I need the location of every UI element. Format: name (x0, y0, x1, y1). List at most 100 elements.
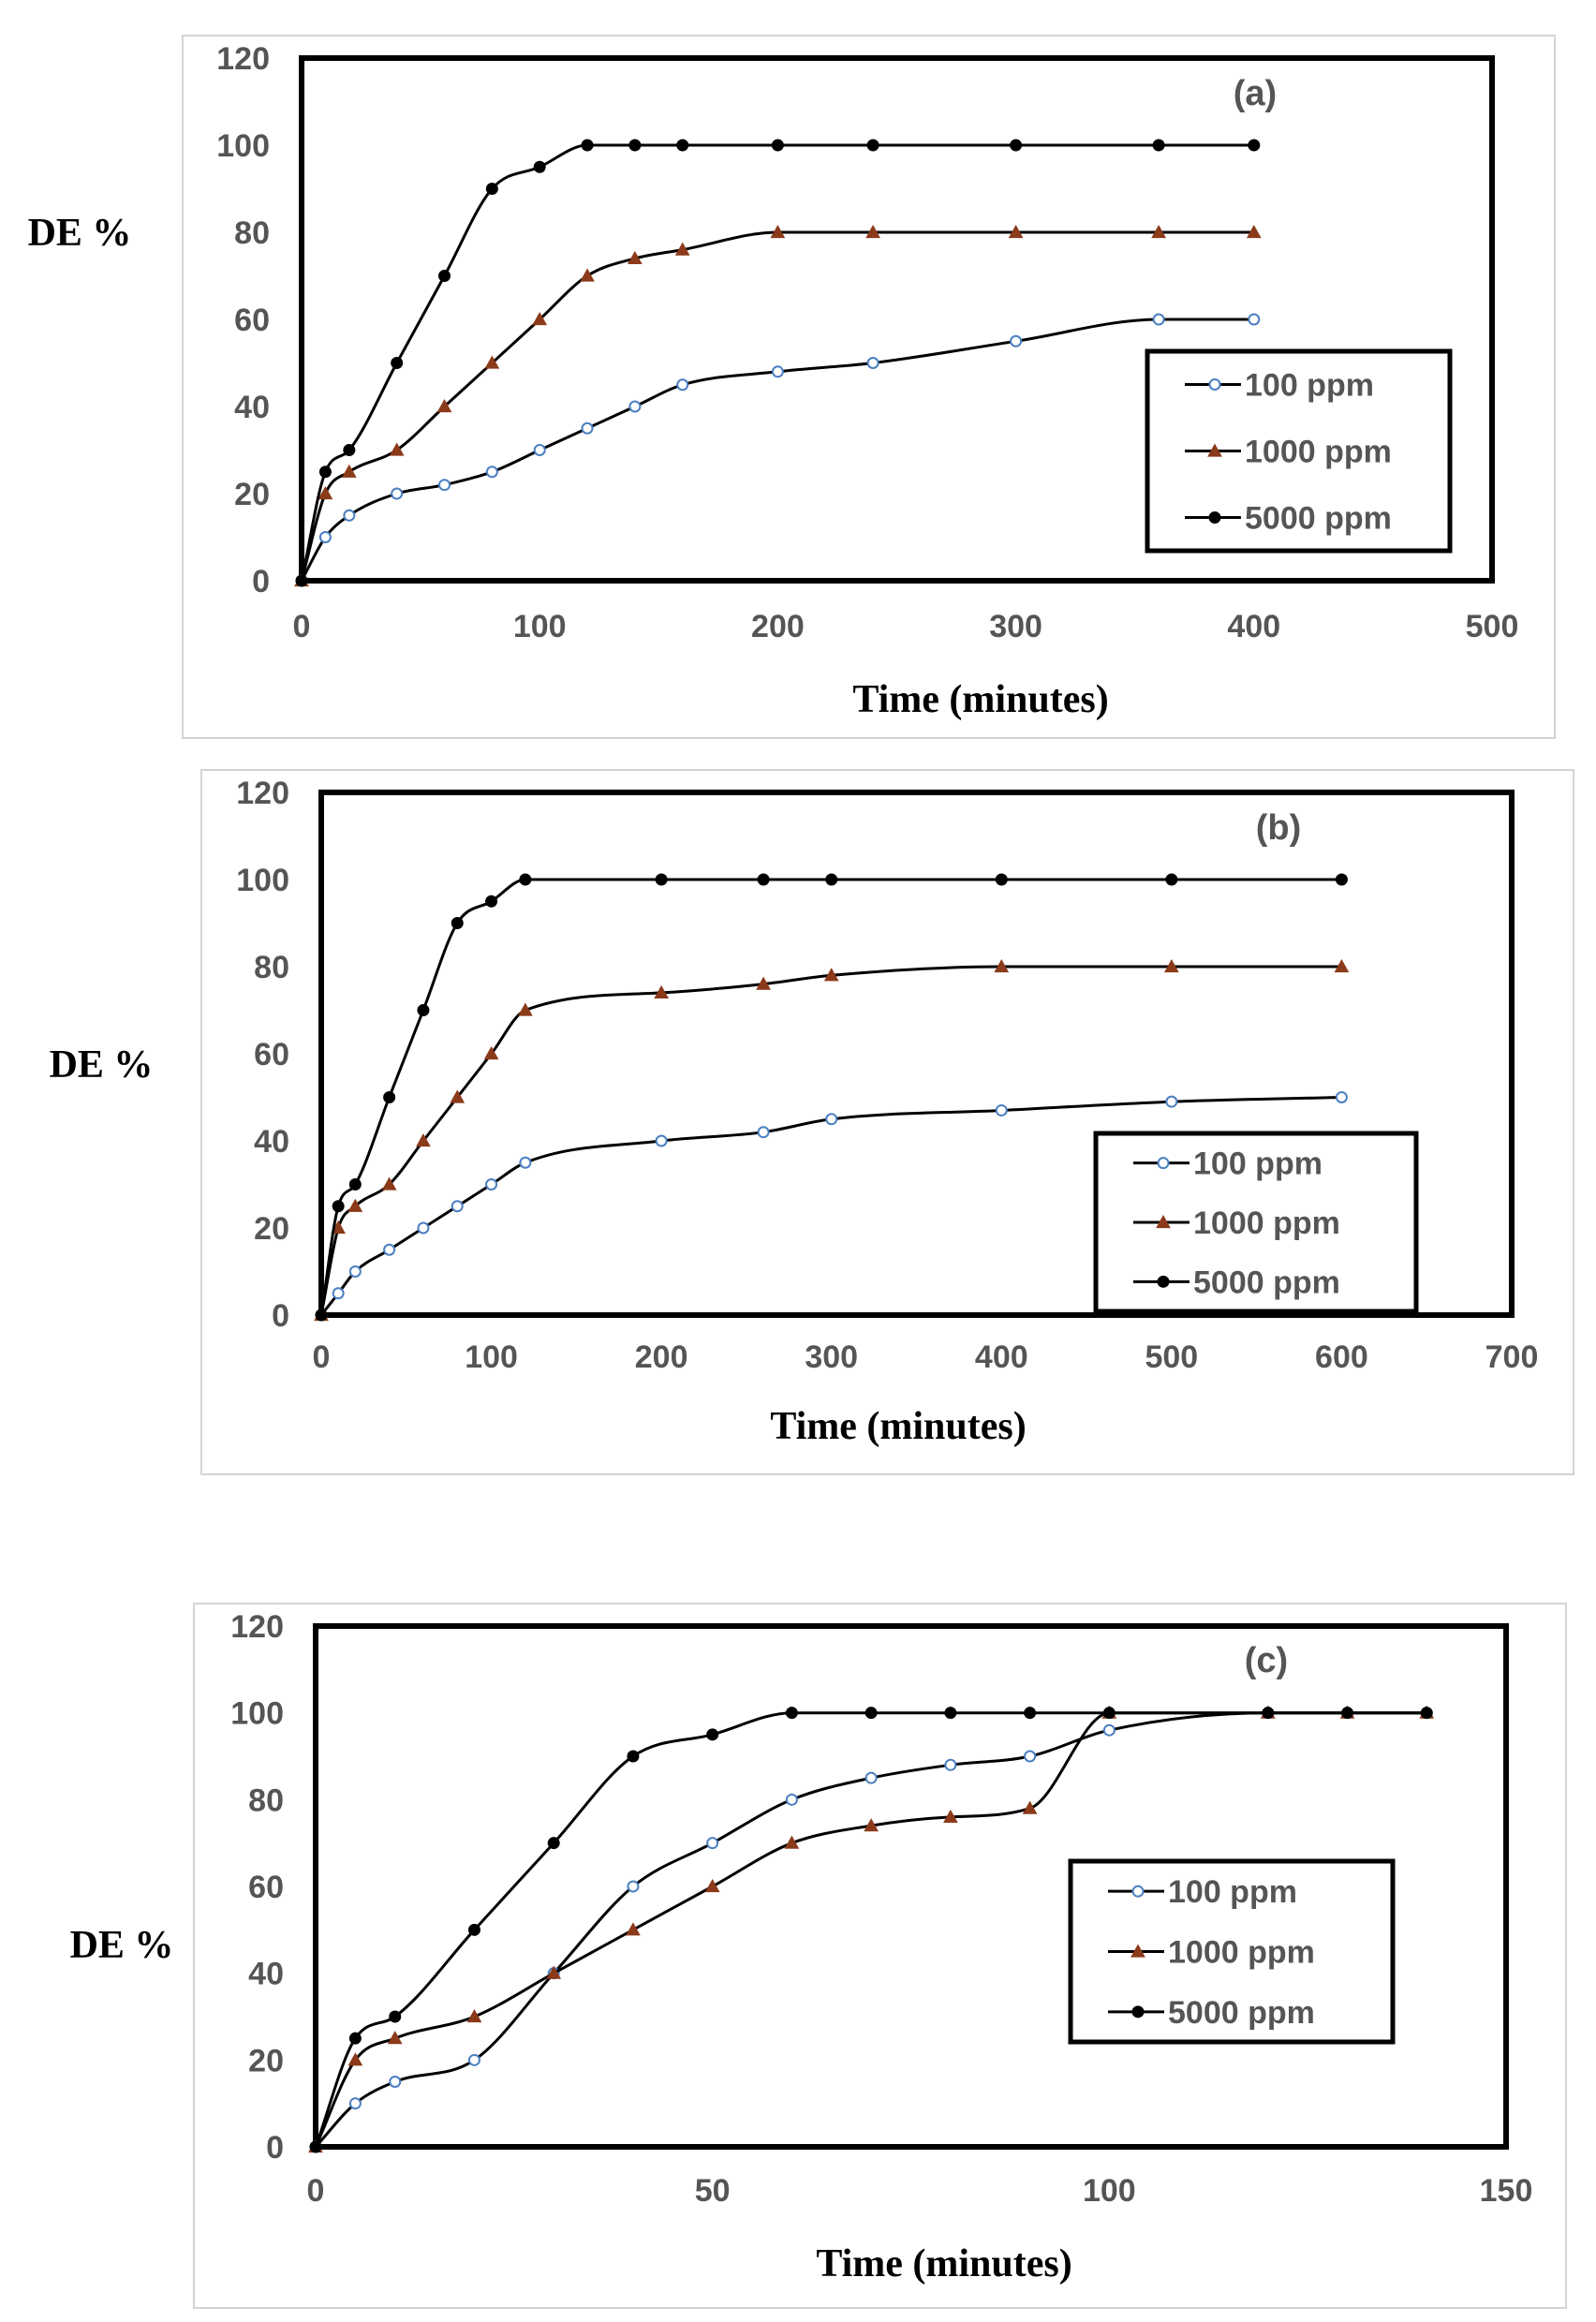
legend-label: 100 ppm (1168, 1874, 1297, 1910)
data-point (706, 1728, 719, 1741)
data-point (318, 485, 333, 500)
data-point (785, 1793, 798, 1806)
legend-marker (1130, 1944, 1145, 1958)
x-tick-label: 0 (313, 1339, 331, 1375)
data-point (864, 1771, 878, 1784)
y-tick-label: 120 (236, 776, 289, 811)
data-point (994, 958, 1010, 973)
data-point (1102, 1707, 1116, 1720)
data-point (347, 2052, 363, 2066)
data-point (995, 1103, 1008, 1117)
legend-label: 1000 ppm (1245, 435, 1392, 470)
data-point (318, 466, 332, 479)
data-point (383, 1243, 396, 1256)
data-point (381, 1176, 397, 1191)
panel-label: (a) (1234, 74, 1277, 113)
legend-label: 5000 ppm (1168, 1995, 1315, 2031)
y-tick-label: 40 (234, 390, 270, 425)
data-point (770, 224, 786, 239)
data-point (626, 1922, 641, 1936)
y-axis-title: DE % (50, 1043, 154, 1087)
series-line (319, 1096, 1342, 1316)
data-point (1165, 1095, 1178, 1108)
x-tick-label: 500 (1145, 1339, 1198, 1375)
data-point (484, 355, 500, 369)
data-point (1335, 873, 1348, 886)
data-point (485, 895, 498, 908)
data-point (864, 1818, 879, 1832)
data-point (391, 357, 404, 369)
data-point (547, 1837, 560, 1850)
data-point (546, 1965, 562, 1979)
x-tick-label: 0 (307, 2173, 325, 2209)
data-point (332, 1200, 345, 1213)
y-tick-label: 20 (234, 477, 270, 512)
data-point (533, 160, 546, 173)
data-point (485, 1178, 498, 1191)
data-point (944, 1758, 957, 1771)
x-tick-label: 200 (635, 1339, 688, 1375)
legend-marker (1131, 2005, 1145, 2019)
data-point (1420, 1707, 1433, 1720)
series-5000-ppm (315, 873, 1348, 1322)
x-tick-label: 100 (1083, 2173, 1136, 2209)
series-100-ppm (295, 313, 1261, 587)
x-tick-label: 300 (805, 1339, 858, 1375)
data-point (825, 873, 838, 886)
y-tick-label: 60 (234, 303, 270, 338)
data-point (383, 1091, 396, 1103)
x-tick-label: 150 (1480, 2173, 1533, 2209)
y-tick-label: 0 (252, 564, 270, 599)
data-point (387, 2031, 403, 2045)
y-tick-label: 60 (248, 1870, 284, 1905)
data-point (483, 1045, 499, 1060)
series-line (319, 878, 1342, 1316)
y-tick-label: 20 (254, 1211, 289, 1247)
x-tick-label: 200 (751, 609, 805, 644)
data-point (1165, 873, 1178, 886)
plot-area-border (318, 790, 1515, 1318)
x-axis-title: Time (minutes) (852, 678, 1108, 721)
x-tick-label: 600 (1315, 1339, 1368, 1375)
series-5000-ppm (309, 1707, 1433, 2153)
data-point (628, 400, 642, 413)
data-point (1024, 1750, 1037, 1763)
data-point (944, 1707, 957, 1720)
data-point (438, 270, 451, 282)
data-point (1022, 1800, 1038, 1814)
data-point (389, 442, 405, 456)
legend-label: 100 ppm (1245, 368, 1374, 404)
data-point (784, 1835, 800, 1849)
data-point (1334, 958, 1350, 973)
series-1000-ppm (294, 224, 1262, 587)
data-point (1010, 139, 1023, 152)
data-point (348, 1178, 362, 1191)
data-point (347, 1198, 363, 1212)
y-tick-label: 80 (248, 1782, 284, 1818)
data-point (417, 1004, 430, 1016)
data-point (785, 1707, 798, 1720)
data-point (451, 917, 464, 929)
data-point (995, 873, 1008, 886)
data-point (1010, 334, 1023, 348)
y-tick-label: 100 (236, 863, 289, 898)
data-point (676, 139, 689, 152)
data-point (704, 1878, 720, 1893)
legend-marker (1156, 1214, 1171, 1229)
data-point (581, 139, 594, 152)
data-point (581, 422, 594, 435)
data-point (518, 1002, 533, 1016)
data-point (757, 1126, 770, 1139)
data-point (1164, 958, 1179, 973)
data-point (756, 976, 771, 990)
x-tick-label: 0 (293, 609, 311, 644)
data-point (309, 2140, 322, 2153)
y-tick-label: 100 (216, 128, 270, 164)
data-point (519, 1156, 532, 1169)
data-point (519, 873, 532, 886)
data-point (348, 2097, 362, 2110)
data-point (451, 1200, 464, 1213)
x-tick-label: 400 (975, 1339, 1028, 1375)
data-point (628, 139, 642, 152)
legend-marker (1208, 378, 1221, 391)
